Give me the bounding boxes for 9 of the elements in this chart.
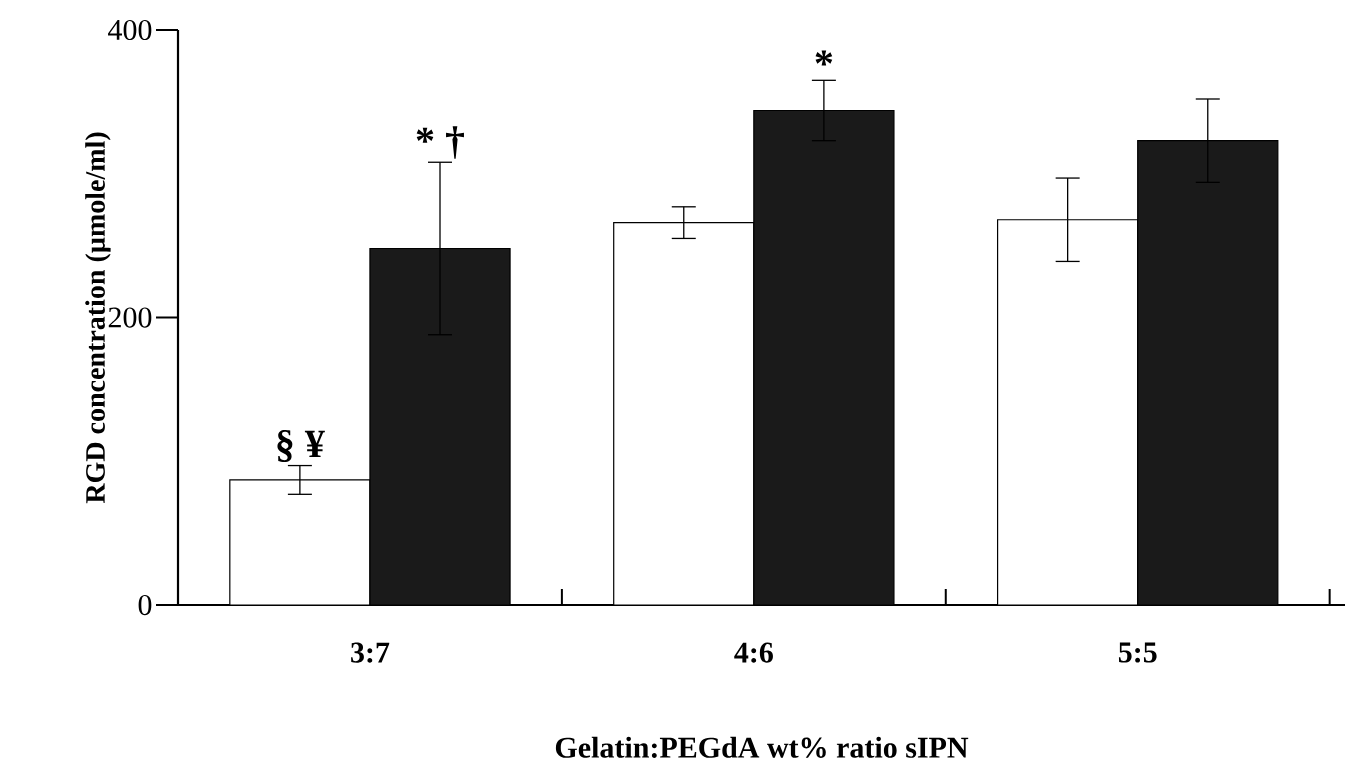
y-tick-label: 400 [108, 19, 152, 41]
annotation: * † [416, 126, 464, 159]
x-tick-label: 4:6 [734, 642, 773, 663]
x-axis-title: Gelatin:PEGdA wt% ratio sIPN [555, 736, 969, 758]
x-tick-label: 5:5 [1118, 642, 1157, 663]
x-tick-label: 3:7 [351, 642, 390, 663]
y-tick-label: 0 [138, 594, 152, 616]
annotation: § ¥ [277, 429, 325, 463]
annotation: * [815, 50, 833, 66]
